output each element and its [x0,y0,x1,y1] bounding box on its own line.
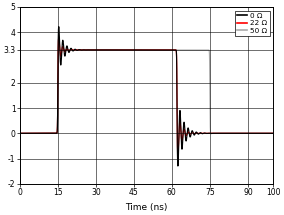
22 Ω [272,132,275,135]
22 Ω [29,132,32,135]
0 Ω [19,132,23,135]
0 Ω [33,132,37,135]
0 Ω [57,25,60,28]
Legend: 0 Ω, 22 Ω, 50 Ω: 0 Ω, 22 Ω, 50 Ω [235,11,270,36]
50 Ω [19,132,23,135]
0 Ω [142,49,145,51]
Line: 22 Ω: 22 Ω [20,38,273,154]
X-axis label: Time (ns): Time (ns) [125,203,168,212]
50 Ω [142,49,145,51]
22 Ω [18,132,22,135]
50 Ω [209,132,213,135]
0 Ω [272,132,275,135]
50 Ω [258,132,262,135]
22 Ω [258,132,262,135]
22 Ω [68,49,71,52]
50 Ω [68,49,71,51]
0 Ω [176,165,179,167]
0 Ω [258,132,262,135]
22 Ω [142,49,145,51]
50 Ω [57,48,61,51]
22 Ω [57,37,60,39]
50 Ω [33,132,37,135]
Line: 0 Ω: 0 Ω [20,27,273,166]
50 Ω [18,132,22,135]
22 Ω [176,152,179,155]
22 Ω [33,132,37,135]
0 Ω [29,132,32,135]
Line: 50 Ω: 50 Ω [20,49,273,134]
50 Ω [29,132,32,135]
50 Ω [272,132,275,135]
22 Ω [19,132,23,135]
0 Ω [68,50,71,53]
0 Ω [18,132,22,135]
